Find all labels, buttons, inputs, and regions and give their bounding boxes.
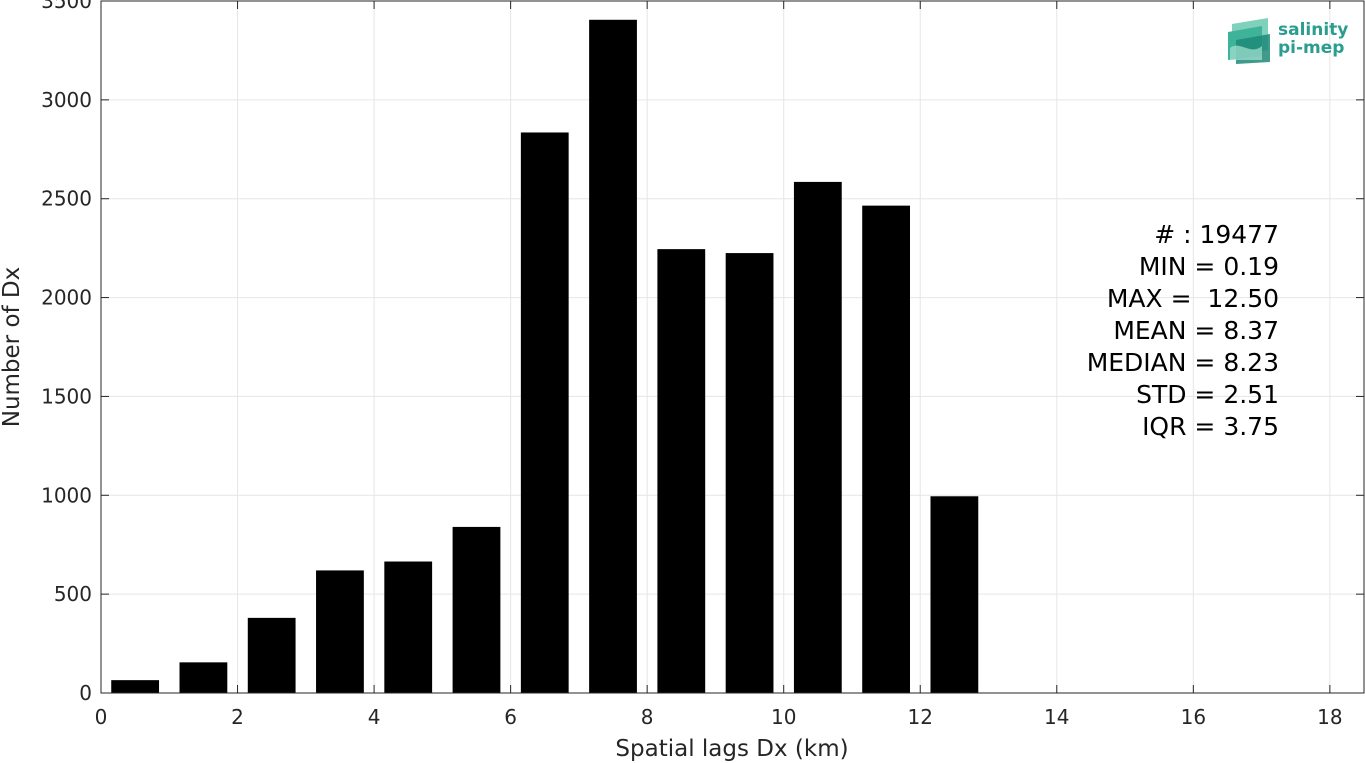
logo-line-2: pi-mep	[1278, 38, 1344, 58]
stat-line: IQR = 3.75	[1142, 412, 1279, 441]
x-axis-title: Spatial lags Dx (km)	[615, 736, 848, 762]
x-tick-label: 12	[908, 705, 933, 729]
y-tick-label: 0	[79, 681, 92, 705]
y-tick-labels: 0 500 1000 1500 2000 2500 3000 3500	[41, 0, 92, 705]
bar	[793, 181, 842, 693]
plot-frame	[100, 0, 1365, 694]
bar	[520, 132, 569, 694]
y-tick-label: 3500	[41, 0, 92, 13]
x-tick-label: 16	[1181, 705, 1206, 729]
bar	[179, 662, 228, 693]
y-tick-label: 3000	[41, 88, 92, 112]
y-tick-label: 2000	[41, 286, 92, 310]
stat-line: MEAN = 8.37	[1113, 316, 1279, 345]
bar	[862, 205, 911, 694]
x-tick-label: 10	[771, 705, 796, 729]
logo: salinity pi-mep	[1228, 18, 1348, 64]
bars	[111, 19, 979, 694]
logo-line-1: salinity	[1278, 20, 1348, 40]
x-tick-labels: 0 2 4 6 8 10 12 14 16 18	[95, 705, 1343, 729]
wave-icon	[1228, 18, 1270, 64]
stat-line: MEDIAN = 8.23	[1087, 348, 1279, 377]
stat-line: MAX = 12.50	[1107, 284, 1279, 313]
x-tick-label: 4	[368, 705, 381, 729]
y-axis-title: Number of Dx	[0, 267, 25, 428]
x-tick-label: 0	[95, 705, 108, 729]
stat-line: STD = 2.51	[1136, 380, 1279, 409]
y-tick-label: 2500	[41, 187, 92, 211]
stats-box: # : 19477 MIN = 0.19 MAX = 12.50 MEAN = 8.3…	[1087, 220, 1279, 441]
y-tick-label: 500	[54, 582, 92, 606]
stat-line: # : 19477	[1154, 220, 1279, 249]
x-tick-label: 6	[504, 705, 517, 729]
bar	[452, 526, 501, 693]
bar	[725, 253, 774, 694]
bar	[657, 249, 706, 694]
x-tick-label: 8	[641, 705, 654, 729]
bar	[384, 561, 433, 693]
bar	[930, 496, 979, 693]
x-tick-label: 2	[231, 705, 244, 729]
axes	[100, 0, 1365, 694]
y-tick-label: 1500	[41, 384, 92, 408]
stat-line: MIN = 0.19	[1139, 252, 1279, 281]
y-tick-label: 1000	[41, 483, 92, 507]
bar	[111, 680, 160, 693]
x-tick-label: 14	[1044, 705, 1069, 729]
bar	[316, 570, 364, 693]
bar	[589, 19, 637, 694]
bar	[247, 617, 296, 693]
x-tick-label: 18	[1317, 705, 1342, 729]
